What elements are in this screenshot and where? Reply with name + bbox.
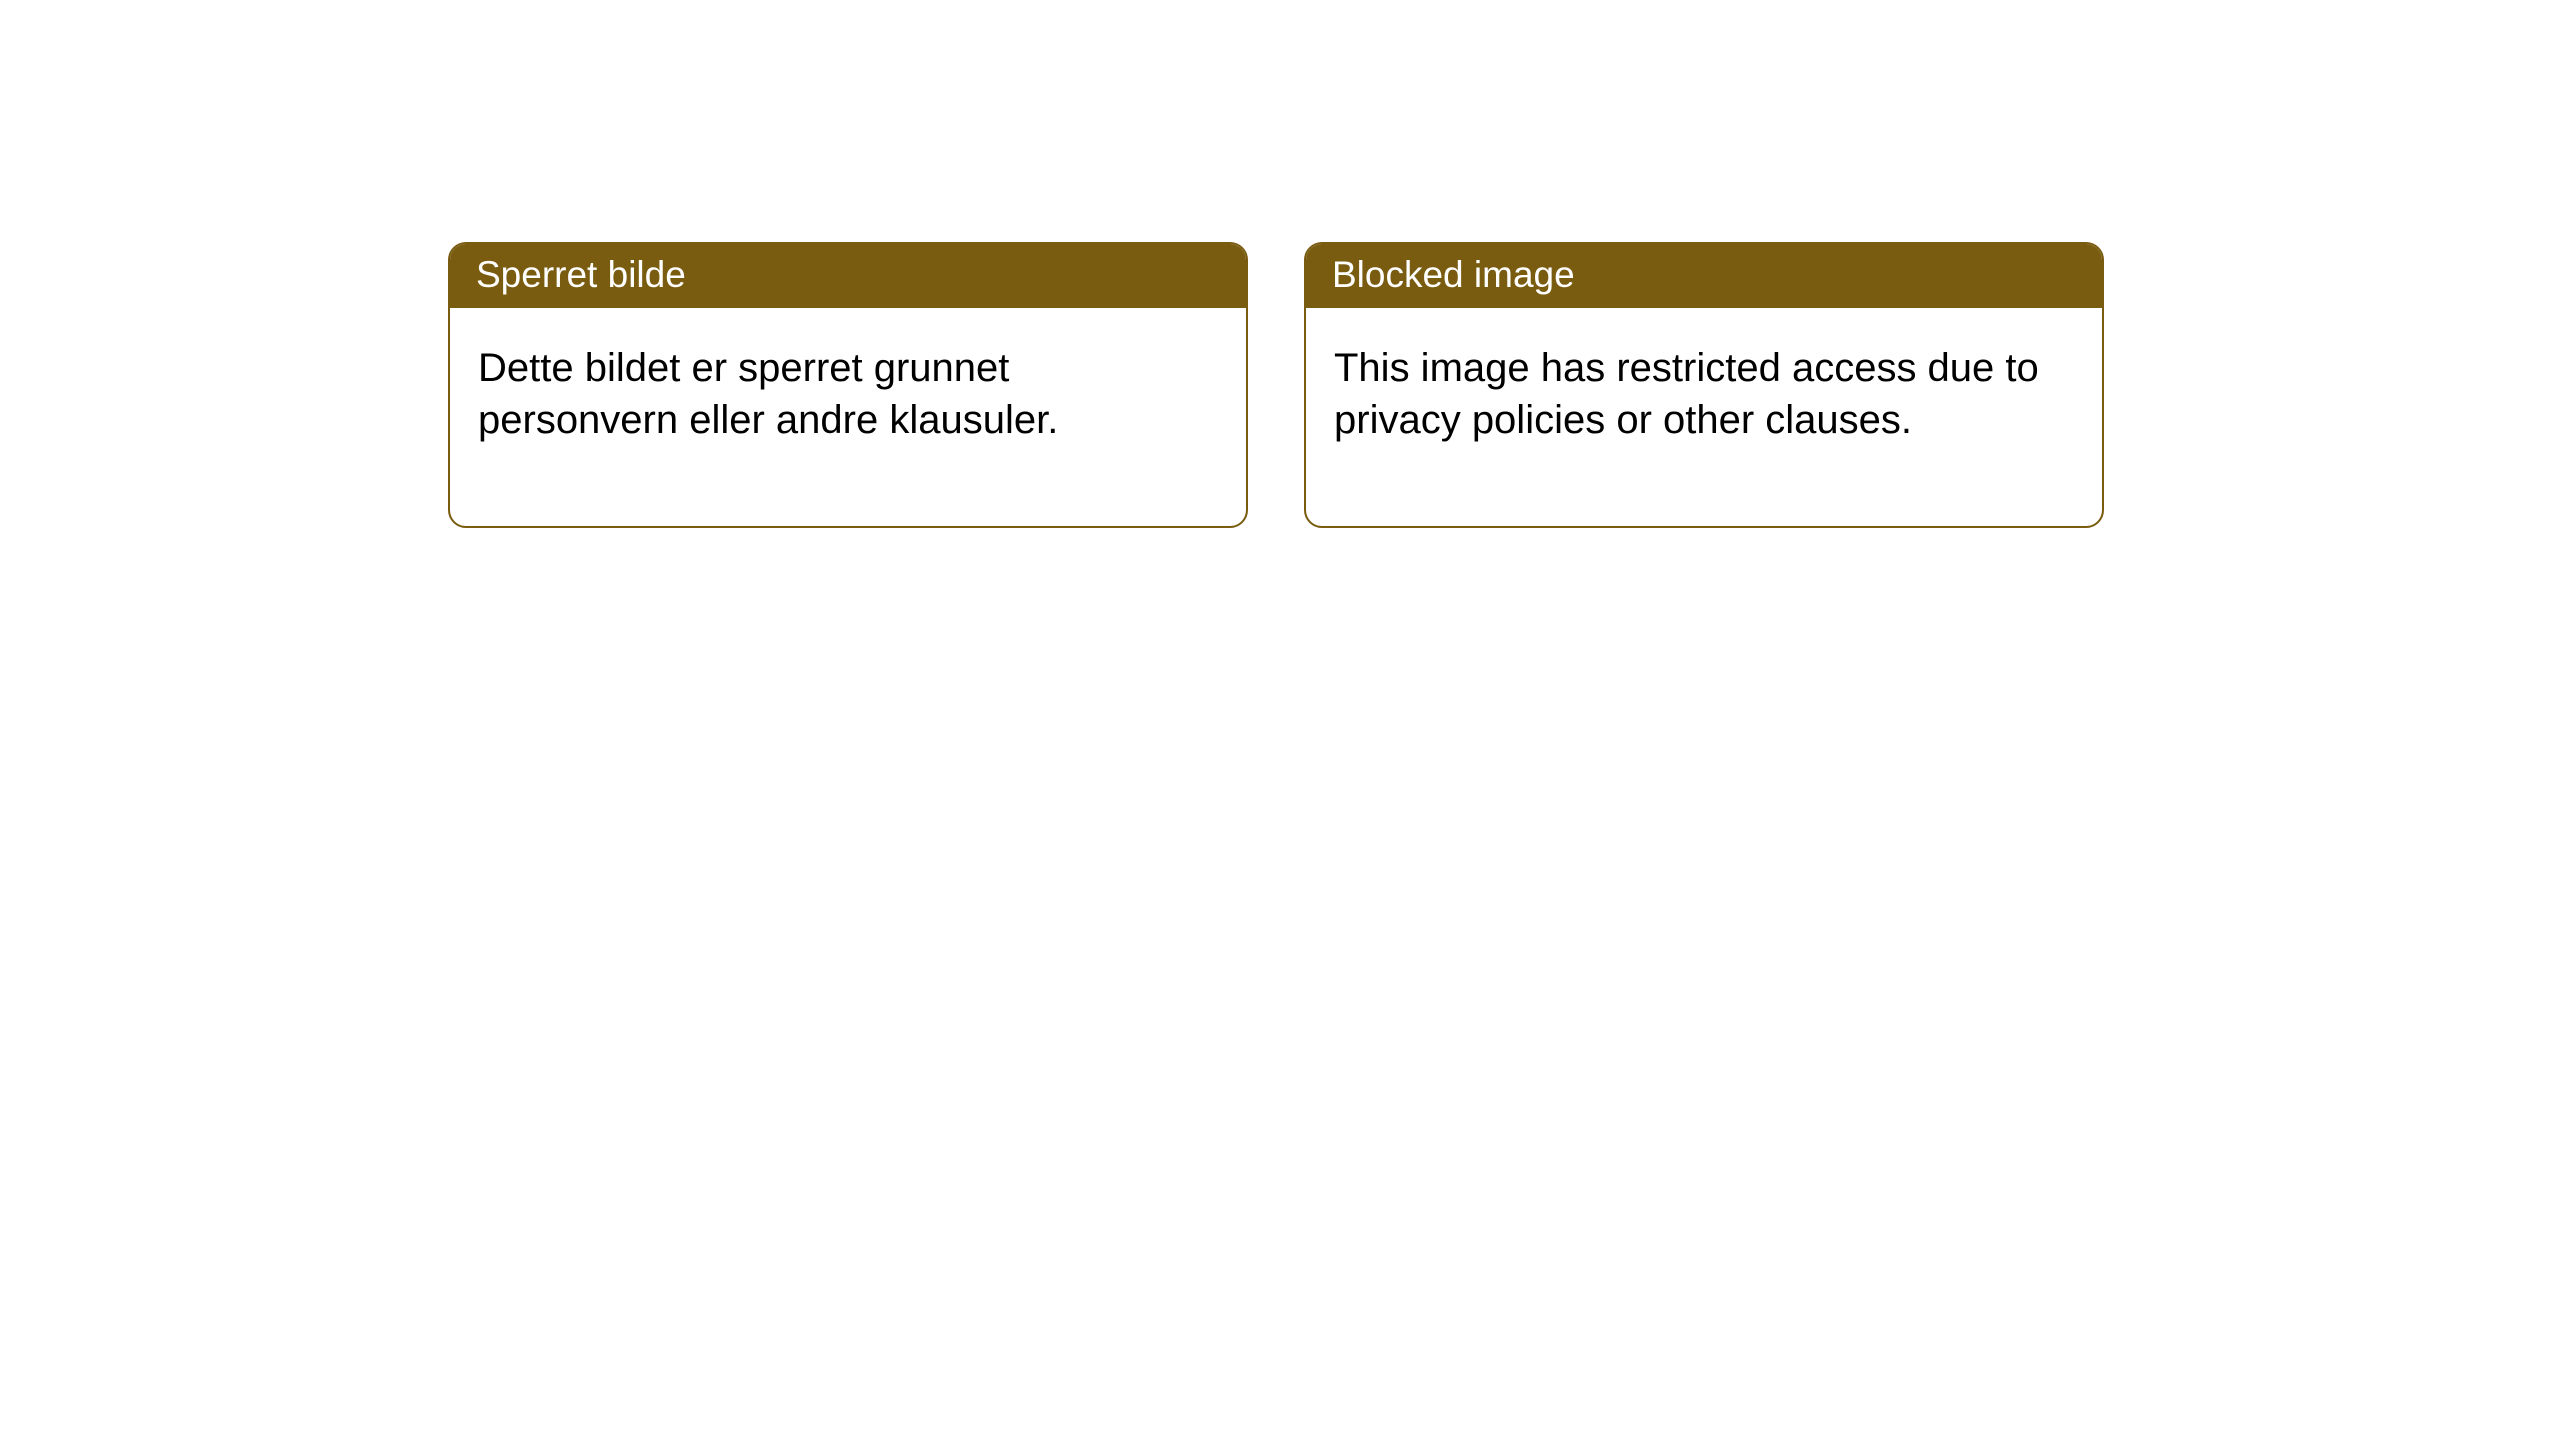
notice-card-english: Blocked image This image has restricted … <box>1304 242 2104 528</box>
notice-body: This image has restricted access due to … <box>1306 308 2102 526</box>
notice-header: Sperret bilde <box>450 244 1246 308</box>
notice-card-norwegian: Sperret bilde Dette bildet er sperret gr… <box>448 242 1248 528</box>
notice-body: Dette bildet er sperret grunnet personve… <box>450 308 1246 526</box>
notice-container: Sperret bilde Dette bildet er sperret gr… <box>0 0 2560 528</box>
notice-header: Blocked image <box>1306 244 2102 308</box>
